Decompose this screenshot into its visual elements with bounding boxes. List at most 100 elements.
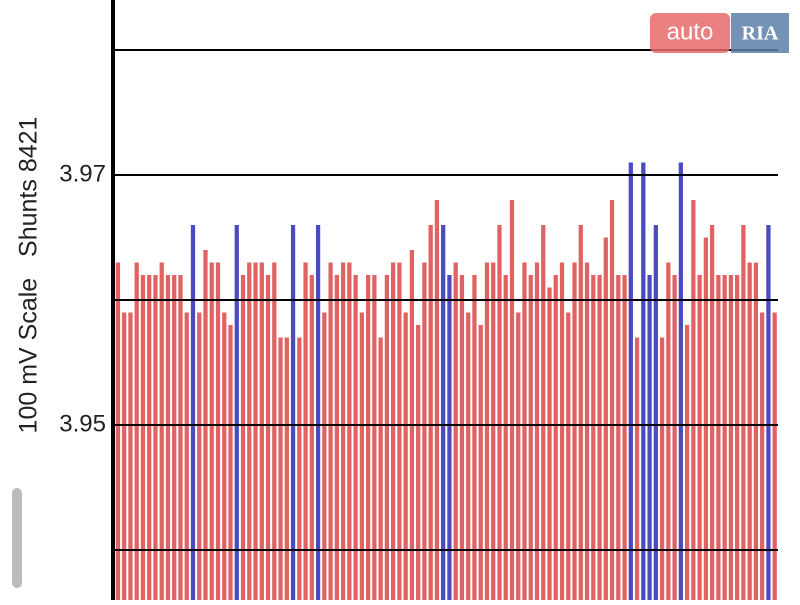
bar [234,225,239,600]
bar [466,312,471,600]
bar [491,262,496,600]
bar [403,312,408,600]
bar [184,312,189,600]
bar [222,312,227,600]
bar [772,312,777,600]
bar [459,275,465,600]
bar [290,225,296,600]
bar [297,337,302,600]
logo-left-box [650,13,730,53]
bar [391,262,396,600]
bar [422,262,427,600]
bar [728,275,734,600]
bar [172,275,177,600]
bar [584,262,590,600]
bar [247,262,252,600]
bar [215,262,221,600]
bar [716,275,721,600]
bar [159,262,164,600]
bar [284,337,289,600]
bar [147,275,152,600]
bar [741,225,746,600]
bar [509,200,515,600]
bar [165,275,171,600]
bar [122,312,127,600]
bar [453,262,458,600]
bar [359,312,364,600]
bar [447,275,452,600]
bar [597,275,602,600]
bar [634,337,640,600]
bar [434,200,440,600]
bar [722,275,727,600]
bar [128,312,133,600]
y-axis-label: 100 mV Scale Shunts 8421 [15,117,43,434]
bar [553,275,558,600]
bar [472,275,477,600]
bar [197,312,202,600]
scrollbar[interactable] [12,488,22,588]
bar [209,262,214,600]
bar-layer [115,162,777,600]
bar [484,262,490,600]
bar [516,312,521,600]
bar [678,162,683,600]
bar [603,237,608,600]
bar [240,275,246,600]
bar [178,275,183,600]
y-tick-label: 3.95 [59,410,106,437]
bar [653,225,658,600]
bar [309,275,314,600]
bar [228,325,233,600]
bar [641,162,646,600]
bar [534,262,540,600]
bar [503,275,508,600]
bar [622,275,627,600]
bar [659,337,665,600]
bar [303,262,308,600]
bar [365,275,371,600]
bar [384,275,390,600]
bar [672,275,677,600]
bar [372,275,377,600]
bar [428,225,433,600]
y-tick-label: 3.97 [59,160,106,187]
logo-left-text: auto [667,18,714,45]
bar [541,225,546,600]
bar [691,200,696,600]
bar [578,225,583,600]
bar [572,262,577,600]
bar [760,312,765,600]
bar [272,262,277,600]
bar [703,237,708,600]
bar [134,262,139,600]
bar [347,262,352,600]
bar [528,275,533,600]
bar [322,312,327,600]
bar [153,275,158,600]
bar [334,275,339,600]
bar [265,275,271,600]
bar [628,162,633,600]
bar [766,225,771,600]
bar [441,225,446,600]
bar [609,200,615,600]
bar [666,262,671,600]
bar [747,262,752,600]
bar [328,262,333,600]
logo-right-box [731,13,789,53]
bar [684,325,690,600]
bar [253,262,258,600]
bar [115,262,121,600]
bar [478,325,483,600]
bar [547,287,552,600]
bar [278,337,283,600]
bar [315,225,321,600]
bar [378,337,383,600]
bar [566,312,571,600]
bar [190,225,196,600]
bar [647,275,652,600]
bar [591,275,596,600]
logo-right-text: RIA [742,23,779,45]
